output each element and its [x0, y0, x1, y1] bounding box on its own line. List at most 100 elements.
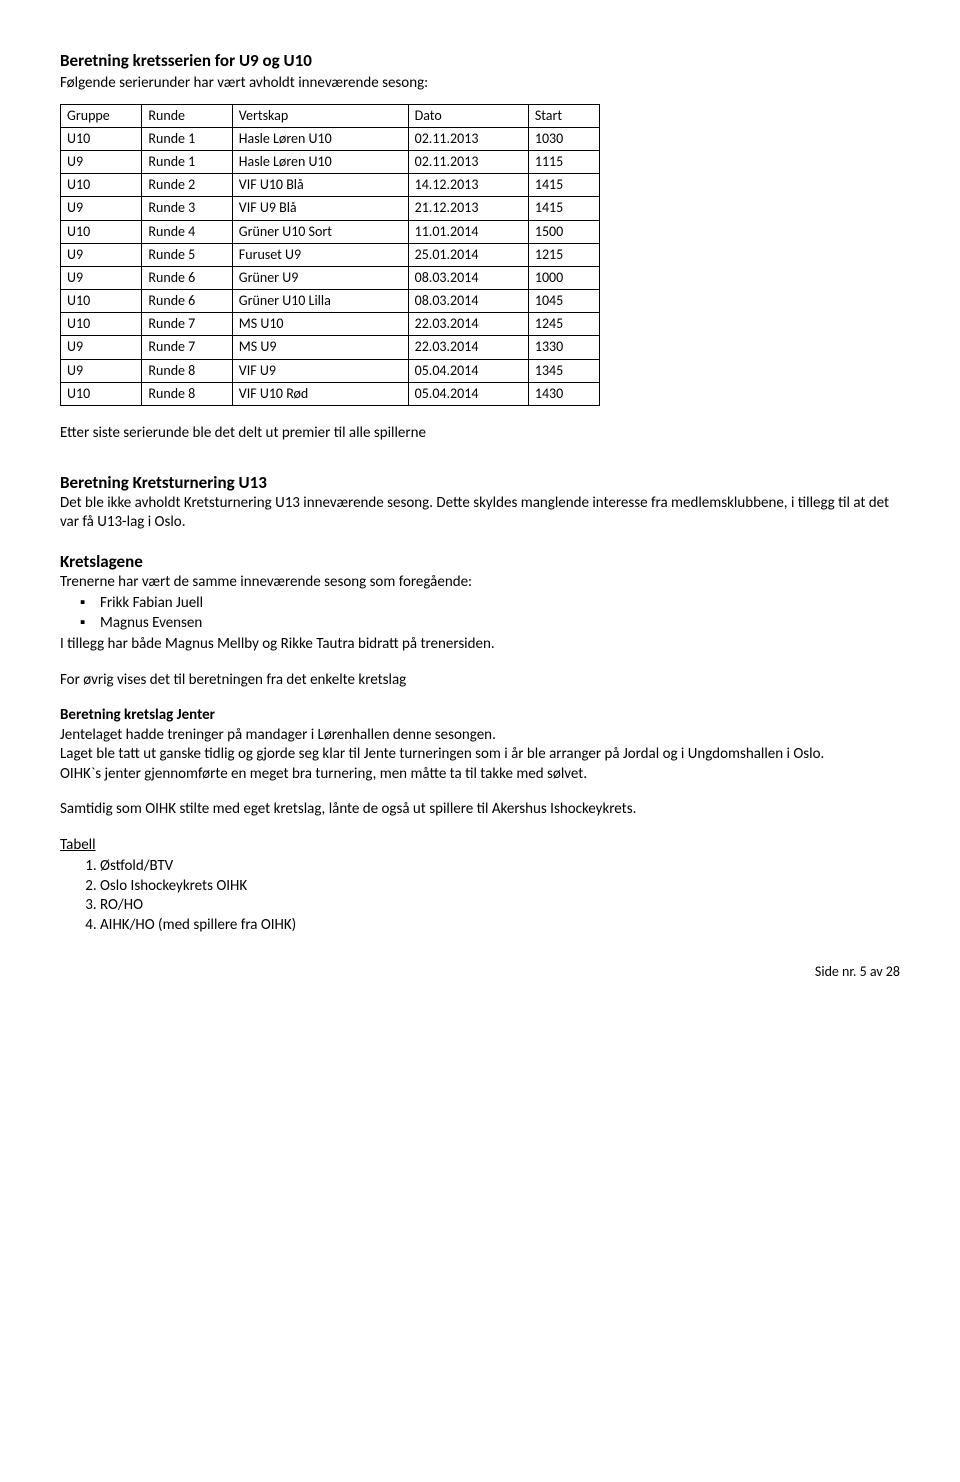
table-header-cell: Dato [408, 104, 528, 127]
coaches-list: Frikk Fabian JuellMagnus Evensen [60, 594, 900, 633]
section-title-u13: Beretning Kretsturnering U13 [60, 472, 900, 494]
table-cell: Runde 7 [142, 336, 232, 359]
table-row: U10Runde 2VIF U10 Blå14.12.20131415 [61, 174, 600, 197]
table-cell: VIF U9 [232, 359, 408, 382]
kretslagene-intro: Trenerne har vært de samme inneværende s… [60, 573, 900, 593]
table-cell: U9 [61, 243, 142, 266]
section-title-jenter: Beretning kretslag Jenter [60, 706, 900, 726]
schedule-table: GruppeRundeVertskapDatoStartU10Runde 1Ha… [60, 104, 600, 406]
table-row: U9Runde 1Hasle Løren U1002.11.20131115 [61, 150, 600, 173]
table-cell: Runde 1 [142, 150, 232, 173]
table-row: U9Runde 5Furuset U925.01.20141215 [61, 243, 600, 266]
table-cell: U10 [61, 290, 142, 313]
table-header-cell: Vertskap [232, 104, 408, 127]
table-cell: 25.01.2014 [408, 243, 528, 266]
table-cell: VIF U10 Blå [232, 174, 408, 197]
table-cell: Runde 3 [142, 197, 232, 220]
coaches-after: I tillegg har både Magnus Mellby og Rikk… [60, 635, 900, 655]
subtitle-kretsserien: Følgende serierunder har vært avholdt in… [60, 74, 900, 94]
table-cell: Furuset U9 [232, 243, 408, 266]
table-row: U9Runde 3VIF U9 Blå21.12.20131415 [61, 197, 600, 220]
table-cell: U9 [61, 150, 142, 173]
tabell-label: Tabell [60, 836, 900, 856]
table-cell: 1500 [528, 220, 599, 243]
table-cell: U9 [61, 266, 142, 289]
table-cell: 1345 [528, 359, 599, 382]
table-cell: 05.04.2014 [408, 359, 528, 382]
table-cell: 22.03.2014 [408, 336, 528, 359]
table-cell: 1115 [528, 150, 599, 173]
table-cell: 1430 [528, 382, 599, 405]
table-cell: Grüner U10 Lilla [232, 290, 408, 313]
table-row: U10Runde 7MS U1022.03.20141245 [61, 313, 600, 336]
list-item: Frikk Fabian Juell [100, 594, 900, 614]
u13-body: Det ble ikke avholdt Kretsturnering U13 … [60, 494, 900, 533]
list-item: Oslo Ishockeykrets OIHK [100, 877, 900, 897]
table-row: U9Runde 8VIF U905.04.20141345 [61, 359, 600, 382]
table-cell: Runde 8 [142, 359, 232, 382]
section-title-kretsserien: Beretning kretsserien for U9 og U10 [60, 50, 900, 72]
table-cell: Hasle Løren U10 [232, 150, 408, 173]
table-cell: U10 [61, 127, 142, 150]
table-cell: 14.12.2013 [408, 174, 528, 197]
table-cell: Runde 1 [142, 127, 232, 150]
jenter-p1: Jentelaget hadde treninger på mandager i… [60, 726, 900, 746]
table-row: U10Runde 4Grüner U10 Sort11.01.20141500 [61, 220, 600, 243]
ref-line: For øvrig vises det til beretningen fra … [60, 671, 900, 691]
table-cell: 05.04.2014 [408, 382, 528, 405]
table-cell: U10 [61, 220, 142, 243]
table-header-cell: Start [528, 104, 599, 127]
jenter-p2: Laget ble tatt ut ganske tidlig og gjord… [60, 745, 900, 765]
table-cell: Grüner U9 [232, 266, 408, 289]
jenter-p4: Samtidig som OIHK stilte med eget kretsl… [60, 800, 900, 820]
table-cell: 02.11.2013 [408, 127, 528, 150]
table-cell: MS U9 [232, 336, 408, 359]
list-item: Østfold/BTV [100, 857, 900, 877]
tabell-list: Østfold/BTVOslo Ishockeykrets OIHKRO/HOA… [60, 857, 900, 935]
table-cell: 1415 [528, 174, 599, 197]
table-cell: VIF U10 Rød [232, 382, 408, 405]
table-row: U10Runde 8VIF U10 Rød05.04.20141430 [61, 382, 600, 405]
table-cell: 1000 [528, 266, 599, 289]
jenter-p3: OIHK`s jenter gjennomførte en meget bra … [60, 765, 900, 785]
table-cell: U10 [61, 382, 142, 405]
table-cell: MS U10 [232, 313, 408, 336]
table-cell: 08.03.2014 [408, 266, 528, 289]
table-cell: 1330 [528, 336, 599, 359]
table-cell: 1415 [528, 197, 599, 220]
table-cell: U10 [61, 313, 142, 336]
table-cell: U10 [61, 174, 142, 197]
section-title-kretslagene: Kretslagene [60, 551, 900, 573]
page-footer: Side nr. 5 av 28 [60, 963, 900, 981]
table-cell: Hasle Løren U10 [232, 127, 408, 150]
table-row: U9Runde 6Grüner U908.03.20141000 [61, 266, 600, 289]
table-header-cell: Runde [142, 104, 232, 127]
table-row: U10Runde 6Grüner U10 Lilla08.03.20141045 [61, 290, 600, 313]
table-cell: Runde 6 [142, 290, 232, 313]
table-cell: 1045 [528, 290, 599, 313]
list-item: AIHK/HO (med spillere fra OIHK) [100, 916, 900, 936]
table-cell: 1215 [528, 243, 599, 266]
table-cell: 22.03.2014 [408, 313, 528, 336]
table-cell: Runde 7 [142, 313, 232, 336]
table-cell: 21.12.2013 [408, 197, 528, 220]
table-cell: Runde 4 [142, 220, 232, 243]
after-table-text: Etter siste serierunde ble det delt ut p… [60, 424, 900, 444]
table-cell: Runde 2 [142, 174, 232, 197]
table-cell: U9 [61, 197, 142, 220]
table-cell: VIF U9 Blå [232, 197, 408, 220]
table-cell: 02.11.2013 [408, 150, 528, 173]
table-row: U9Runde 7MS U922.03.20141330 [61, 336, 600, 359]
table-header-cell: Gruppe [61, 104, 142, 127]
table-cell: 08.03.2014 [408, 290, 528, 313]
table-cell: 1245 [528, 313, 599, 336]
list-item: RO/HO [100, 896, 900, 916]
table-cell: U9 [61, 336, 142, 359]
table-cell: U9 [61, 359, 142, 382]
table-cell: 11.01.2014 [408, 220, 528, 243]
table-cell: Runde 6 [142, 266, 232, 289]
table-cell: Runde 5 [142, 243, 232, 266]
table-cell: Runde 8 [142, 382, 232, 405]
table-row: U10Runde 1Hasle Løren U1002.11.20131030 [61, 127, 600, 150]
list-item: Magnus Evensen [100, 614, 900, 634]
